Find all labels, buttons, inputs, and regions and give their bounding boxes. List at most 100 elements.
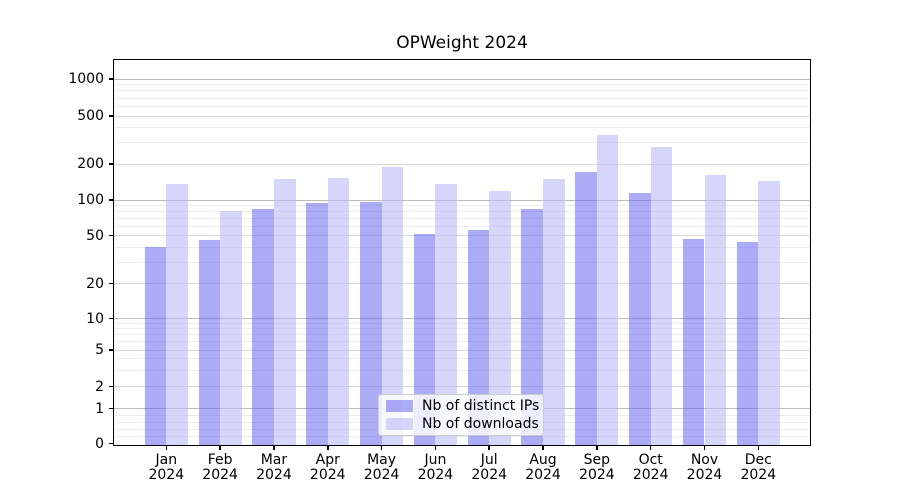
x-tick-label-jul: Jul 2024 (461, 453, 517, 483)
mid-gridline (114, 235, 810, 236)
y-tick-label-5: 5 (95, 342, 104, 358)
x-tick-mark-mar (273, 446, 275, 450)
minor-gridline (114, 84, 810, 86)
y-tick-mark-2 (109, 385, 114, 388)
minor-gridline (114, 261, 810, 263)
x-tick-mark-dec (757, 446, 760, 450)
x-tick-month: Dec (744, 452, 772, 468)
y-tick-mark-1 (109, 407, 114, 410)
distinct-ips-bar-jan (144, 247, 167, 445)
minor-gridline (114, 127, 810, 129)
x-tick-month: Nov (690, 452, 719, 468)
legend: Nb of distinct IPs Nb of downloads (378, 394, 544, 436)
major-gridline (114, 78, 810, 80)
x-tick-mark-feb (219, 446, 221, 450)
x-tick-year: 2024 (686, 467, 723, 483)
x-tick-month: Jan (155, 452, 178, 468)
y-tick-label-2: 2 (95, 378, 104, 395)
minor-gridline (114, 105, 810, 107)
x-tick-label-may: May 2024 (354, 453, 410, 483)
y-tick-mark-1000 (109, 78, 114, 80)
downloads-bar-sep (596, 135, 619, 445)
x-tick-year: 2024 (256, 467, 292, 483)
legend-swatch-downloads (386, 417, 413, 430)
x-tick-mark-aug (542, 446, 544, 450)
legend-label-downloads: Nb of downloads (422, 415, 539, 432)
distinct-ips-bar-nov (682, 238, 705, 445)
distinct-ips-bar-jun (413, 234, 436, 445)
minor-gridline (114, 204, 810, 206)
downloads-bar-jun (435, 184, 457, 445)
minor-gridline (114, 246, 810, 248)
downloads-bar-dec (758, 180, 780, 445)
distinct-ips-bar-aug (521, 208, 544, 445)
x-tick-year: 2024 (471, 467, 508, 483)
distinct-ips-bar-feb (198, 239, 221, 445)
y-tick-mark-500 (109, 115, 114, 117)
distinct-ips-bar-sep (575, 172, 597, 445)
y-tick-label-1000: 1000 (68, 71, 104, 87)
y-tick-label-1: 1 (95, 400, 104, 417)
distinct-ips-bar-oct (629, 193, 651, 445)
major-gridline (114, 199, 810, 201)
minor-gridline (114, 358, 810, 360)
x-tick-label-sep: Sep 2024 (569, 453, 625, 483)
x-tick-month: Jun (424, 452, 447, 468)
x-tick-mark-nov (703, 446, 706, 450)
distinct-ips-bar-may (359, 202, 382, 445)
x-tick-mark-jan (165, 446, 168, 450)
downloads-bar-jul (489, 190, 511, 445)
x-tick-month: Jul (480, 452, 498, 468)
x-tick-year: 2024 (525, 467, 561, 483)
minor-gridline (114, 90, 810, 92)
minor-gridline (114, 210, 810, 212)
distinct-ips-bar-dec (736, 242, 759, 445)
distinct-ips-bar-mar (252, 208, 274, 445)
legend-label-distinct-ips: Nb of distinct IPs (422, 398, 540, 415)
x-tick-month: Feb (207, 452, 233, 468)
downloads-bar-feb (220, 211, 242, 445)
downloads-bar-may (381, 166, 404, 445)
x-tick-mark-jul (488, 446, 490, 450)
x-tick-mark-oct (649, 446, 652, 450)
x-tick-label-aug: Aug 2024 (515, 453, 571, 483)
downloads-bar-oct (650, 146, 673, 445)
x-tick-mark-sep (596, 446, 598, 450)
y-tick-mark-20 (109, 282, 114, 285)
x-tick-label-dec: Dec 2024 (730, 453, 786, 483)
x-tick-mark-apr (327, 446, 329, 450)
mid-gridline (114, 349, 810, 351)
y-tick-label-50: 50 (86, 227, 104, 244)
x-tick-year: 2024 (632, 467, 669, 483)
downloads-bar-jan (166, 183, 188, 445)
legend-swatch-distinct-ips (386, 400, 413, 413)
x-tick-label-oct: Oct 2024 (623, 453, 679, 483)
y-tick-label-10: 10 (86, 310, 104, 327)
legend-item-downloads: Nb of downloads (386, 416, 543, 432)
mid-gridline (114, 386, 810, 387)
y-tick-label-200: 200 (77, 156, 104, 172)
y-tick-mark-10 (109, 317, 114, 320)
x-tick-year: 2024 (202, 467, 238, 483)
minor-gridline (114, 328, 810, 330)
x-tick-label-jun: Jun 2024 (407, 453, 463, 483)
x-tick-label-apr: Apr 2024 (300, 453, 356, 483)
x-tick-month: Apr (315, 452, 340, 468)
downloads-bar-nov (704, 174, 727, 445)
minor-gridline (114, 217, 810, 219)
mid-gridline (114, 115, 810, 117)
y-tick-label-500: 500 (77, 108, 104, 124)
legend-item-distinct-ips: Nb of distinct IPs (386, 398, 543, 414)
y-tick-mark-0 (109, 442, 114, 445)
minor-gridline (114, 322, 810, 324)
downloads-bar-aug (543, 178, 565, 445)
x-tick-mark-may (380, 446, 383, 450)
x-tick-year: 2024 (417, 467, 454, 483)
x-tick-label-mar: Mar 2024 (246, 453, 302, 483)
major-gridline (114, 318, 810, 319)
distinct-ips-bar-apr (306, 202, 328, 445)
minor-gridline (114, 334, 810, 336)
x-tick-year: 2024 (579, 467, 615, 483)
minor-gridline (114, 341, 810, 343)
